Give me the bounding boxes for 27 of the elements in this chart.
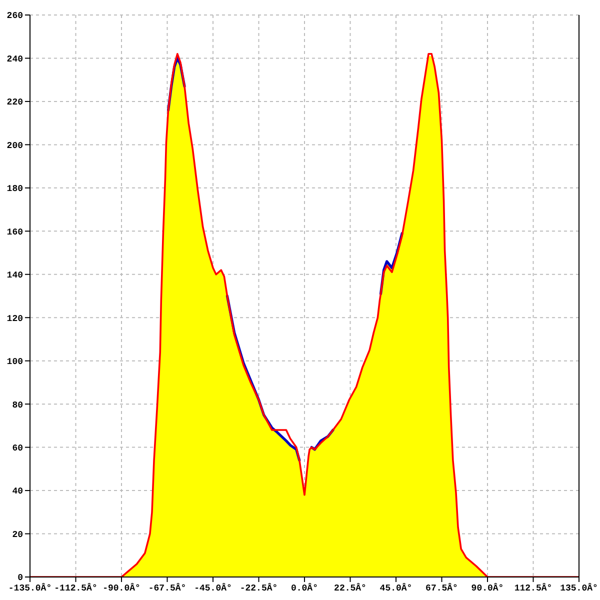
y-tick-label: 120	[6, 314, 23, 324]
x-tick-label: 112.5Â°	[514, 582, 552, 594]
x-tick-label: 22.5Â°	[334, 582, 366, 594]
x-tick-label: 45.0Â°	[380, 582, 412, 594]
x-tick-label: -45.0Â°	[194, 582, 232, 594]
x-tick-label: -135.0Â°	[8, 582, 52, 594]
y-tick-label: 40	[12, 486, 23, 497]
y-tick-label: 60	[12, 444, 23, 454]
x-tick-label: 90.0Â°	[471, 582, 504, 594]
x-tick-label: -90.0Â°	[102, 582, 140, 594]
y-tick-label: 100	[6, 357, 23, 368]
x-tick-label: -67.5Â°	[148, 582, 186, 594]
y-tick-label: 0	[18, 573, 23, 584]
y-tick-label: 160	[6, 227, 23, 238]
y-tick-label: 140	[6, 270, 23, 281]
y-tick-label: 20	[12, 530, 23, 540]
x-tick-label: 0.0Â°	[290, 582, 318, 594]
x-tick-label: -22.5Â°	[240, 582, 278, 594]
x-tick-label: 135.0Â°	[560, 582, 598, 594]
y-tick-label: 260	[6, 11, 23, 22]
x-tick-label: 67.5Â°	[426, 582, 458, 594]
y-tick-label: 240	[6, 54, 23, 64]
x-tick-label: -112.5Â°	[54, 582, 98, 594]
y-tick-label: 180	[6, 184, 23, 194]
y-tick-label: 200	[6, 140, 23, 151]
y-tick-label: 220	[6, 98, 23, 108]
y-tick-label: 80	[12, 400, 23, 410]
